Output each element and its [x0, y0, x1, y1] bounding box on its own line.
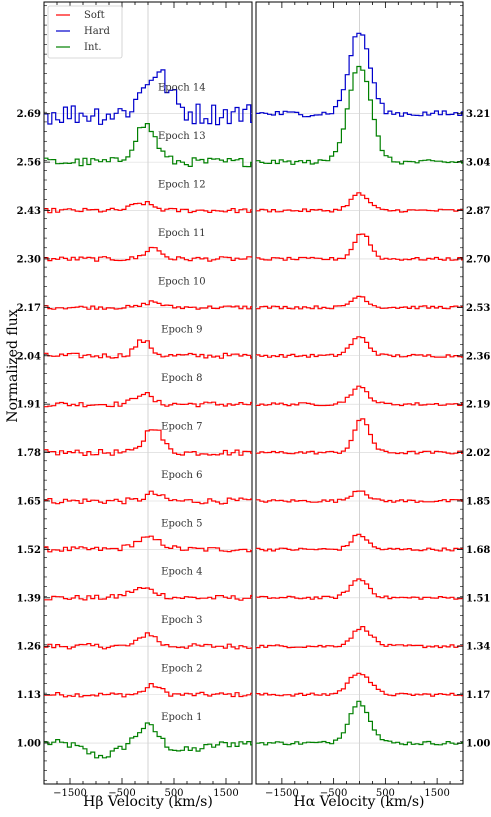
spectrum-epoch-11	[44, 246, 252, 262]
y-tick-label: 1.17	[466, 690, 490, 701]
spectrum-epoch-1	[44, 722, 252, 759]
spectrum-epoch-2	[256, 672, 463, 697]
y-tick-label: 2.17	[17, 303, 41, 314]
epoch-label: Epoch 9	[161, 325, 202, 336]
y-tick-label: 3.04	[466, 158, 490, 169]
panel-halpha-grid	[256, 2, 463, 784]
y-tick-label: 1.00	[466, 739, 490, 750]
x-axis-label-hbeta: Hβ Velocity (km/s)	[83, 794, 213, 810]
epoch-label: Epoch 3	[161, 615, 202, 626]
panel-hbeta-series	[44, 69, 252, 759]
epoch-label: Epoch 1	[161, 712, 202, 723]
y-tick-label: 2.02	[466, 448, 490, 459]
spectrum-epoch-5	[44, 535, 252, 553]
epoch-label: Epoch 2	[161, 664, 202, 675]
y-tick-label: 2.70	[466, 254, 490, 265]
y-tick-label: 1.26	[17, 642, 41, 653]
y-tick-label: 1.65	[17, 496, 41, 507]
spectrum-epoch-6	[256, 490, 463, 503]
y-tick-label: 1.68	[466, 545, 490, 556]
spectrum-epoch-1	[256, 700, 463, 746]
y-tick-label: 2.43	[17, 206, 41, 217]
y-tick-label: 1.39	[17, 593, 41, 604]
spectrum-epoch-9	[44, 339, 252, 359]
legend: Soft Hard Int.	[47, 5, 123, 59]
spectrum-epoch-10	[256, 295, 463, 310]
x-tick-label: −1500	[265, 788, 299, 799]
spectrum-epoch-3	[44, 632, 252, 650]
epoch-label: Epoch 11	[158, 228, 206, 239]
spectrum-epoch-8	[256, 385, 463, 407]
y-tick-label: 1.85	[466, 496, 490, 507]
epoch-label: Epoch 7	[161, 421, 202, 432]
spectrum-epoch-7	[44, 429, 252, 456]
y-tick-label: 2.53	[466, 303, 490, 314]
spectrum-epoch-11	[256, 233, 463, 261]
spectrum-epoch-4	[256, 578, 463, 600]
y-tick-label: 2.30	[17, 254, 41, 265]
spectrum-epoch-12	[44, 201, 252, 214]
y-tick-label: 2.56	[17, 158, 41, 169]
x-tick-label: 500	[164, 788, 183, 799]
spectrum-epoch-13	[256, 65, 463, 165]
panel-halpha-series	[256, 32, 463, 746]
legend-label-hard: Hard	[84, 26, 110, 37]
spectrum-epoch-3	[256, 626, 463, 649]
epoch-label: Epoch 6	[161, 470, 202, 481]
spectrum-epoch-9	[256, 336, 463, 358]
spectrum-epoch-2	[44, 683, 252, 698]
y-tick-label: 1.34	[466, 642, 490, 653]
y-tick-label: 1.52	[17, 545, 41, 556]
x-tick-label: −500	[108, 788, 135, 799]
y-tick-label: 1.91	[17, 400, 41, 411]
epoch-label: Epoch 10	[158, 276, 206, 287]
spectrum-epoch-10	[44, 300, 252, 310]
spectrum-epoch-7	[256, 418, 463, 455]
y-tick-label: 1.00	[17, 739, 41, 750]
epoch-label: Epoch 13	[158, 131, 206, 142]
epoch-label: Epoch 12	[158, 179, 206, 190]
y-tick-label: 1.13	[17, 690, 41, 701]
x-tick-label: 500	[376, 788, 395, 799]
spectrum-epoch-14	[256, 32, 463, 118]
spectrum-epoch-14	[44, 69, 252, 126]
legend-label-int: Int.	[84, 42, 102, 53]
legend-label-soft: Soft	[84, 10, 105, 21]
y-tick-label: 2.19	[466, 400, 490, 411]
epoch-label: Epoch 14	[158, 83, 206, 94]
x-axis-label-halpha: Hα Velocity (km/s)	[293, 794, 424, 810]
y-tick-label: 1.78	[17, 448, 41, 459]
epoch-label: Epoch 5	[161, 518, 202, 529]
spectrum-epoch-12	[256, 192, 463, 213]
epoch-label: Epoch 4	[161, 567, 202, 578]
y-axis-label: Normalized flux	[5, 309, 21, 422]
panel-hbeta-ticks: −1500 −500 500 1500 1.00 1.13 1.26 1.39 1.52 1.65…	[17, 2, 253, 799]
spectrum-epoch-6	[44, 490, 252, 505]
legend-box	[47, 5, 123, 59]
spectrum-epoch-8	[44, 392, 252, 408]
x-tick-label: 1500	[213, 788, 238, 799]
y-tick-label: 3.21	[466, 109, 490, 120]
y-tick-label: 2.36	[466, 351, 490, 362]
x-tick-label: −500	[320, 788, 347, 799]
panel-hbeta: −1500 −500 500 1500 1.00 1.13 1.26 1.39 1.52 1.65…	[17, 1, 253, 810]
y-tick-label: 2.04	[17, 351, 41, 362]
panel-halpha: −1500 −500 500 1500 1.00 1.17 1.34 1.51 1.68 1.85…	[255, 1, 490, 810]
epoch-label: Epoch 8	[161, 373, 202, 384]
spectrum-epoch-5	[256, 533, 463, 552]
panel-halpha-ticks: −1500 −500 500 1500 1.00 1.17 1.34 1.51 1.68 1.85…	[255, 2, 490, 799]
panel-hbeta-labels: Epoch 1 Epoch 2 Epoch 3 Epoch 4 Epoch 5 Epoch…	[158, 83, 206, 723]
y-tick-label: 1.51	[466, 593, 490, 604]
spectrum-epoch-13	[44, 123, 252, 168]
x-tick-label: −1500	[53, 788, 87, 799]
y-tick-label: 2.69	[17, 109, 41, 120]
x-tick-label: 1500	[424, 788, 449, 799]
y-tick-label: 2.87	[466, 206, 490, 217]
spectrum-epoch-4	[44, 587, 252, 601]
